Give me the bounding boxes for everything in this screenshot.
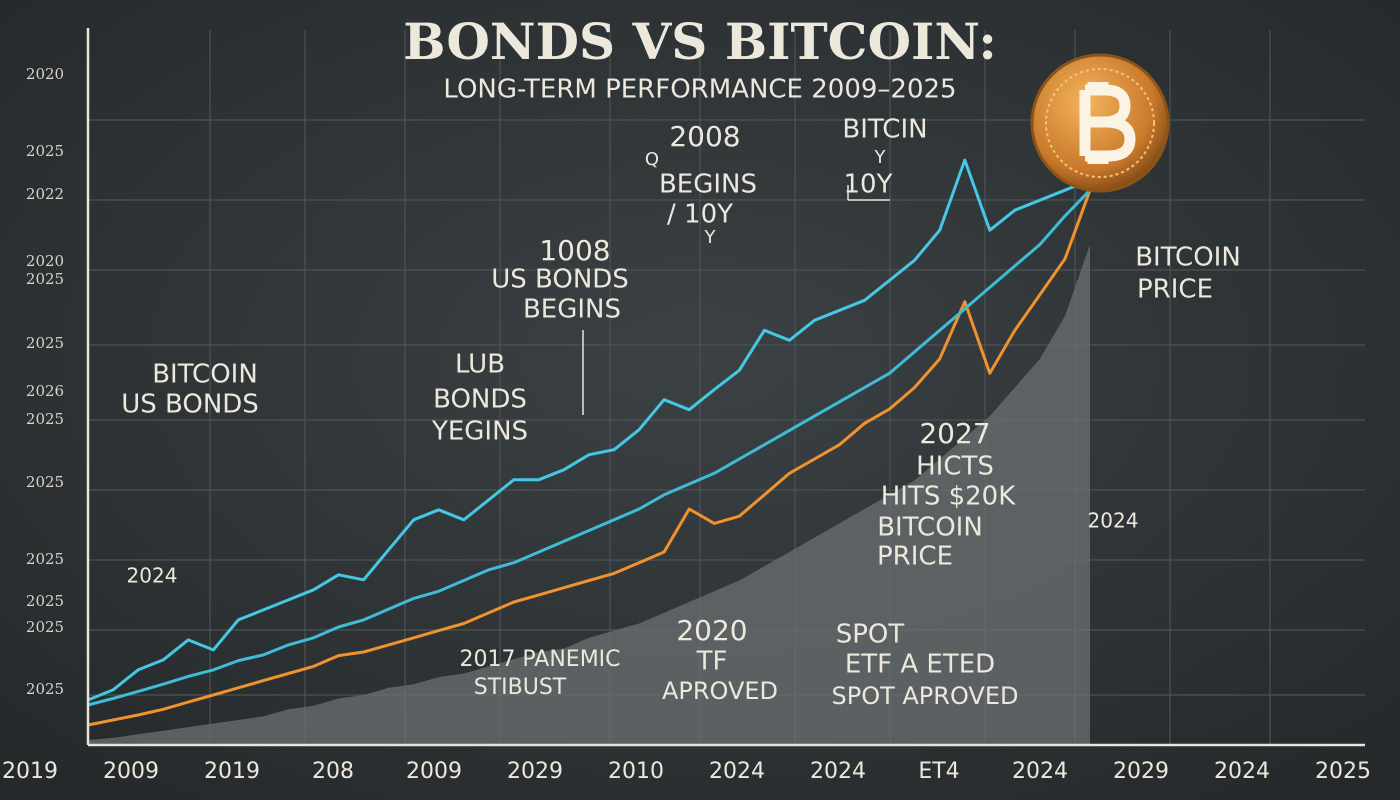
y-label: 2020 (26, 65, 64, 83)
annotation: 2027 (919, 417, 990, 450)
y-label: 2025 (26, 334, 64, 352)
x-tick-label: 2024 (709, 759, 765, 784)
annotation: 2024 (1088, 509, 1139, 533)
x-tick-label: 2009 (103, 759, 159, 784)
annotation: 2008 (669, 120, 740, 153)
annotation: YEGINS (431, 417, 528, 447)
annotation: 1008 (539, 234, 610, 267)
plot (87, 158, 1092, 745)
annotation: US BONDS (491, 265, 629, 295)
y-labels: 2020 2025 2022 2020 2025 2025 2026 2025 … (26, 65, 64, 698)
annotation: 10Y (844, 170, 893, 200)
annotation: SPOT APROVED (832, 682, 1019, 710)
x-tick-label: 2029 (507, 759, 563, 784)
x-tick-label: 2029 (1113, 759, 1169, 784)
x-tick-label: 2025 (1315, 759, 1371, 784)
x-tick-label: 2024 (810, 759, 866, 784)
annotation: BITCOIN (1135, 243, 1241, 273)
annotation: Y (704, 227, 717, 248)
line (87, 189, 1092, 707)
annotation: LUB (455, 350, 505, 380)
annotation: Y (874, 147, 887, 168)
annotation: 2024 (127, 564, 178, 588)
y-label: 2025 (26, 618, 64, 636)
x-tick-label: 2009 (406, 759, 462, 784)
annotation: HITS $20K (881, 482, 1016, 512)
line (87, 189, 1092, 727)
annotation: BEGINS (523, 295, 621, 325)
annotation: PRICE (877, 542, 953, 572)
y-label: 2020 (26, 252, 64, 270)
annotation: APROVED (662, 677, 778, 705)
axes (86, 28, 1365, 747)
annotation: 2017 PANEMIC (459, 647, 620, 672)
x-tick-label: 208 (312, 759, 354, 784)
y-label: 2025 (26, 680, 64, 698)
x-tick-label: 2019 (2, 759, 58, 784)
annotation: US BONDS (121, 390, 259, 420)
annotation: 2020 (676, 614, 747, 647)
x-tick-label: ET4 (918, 759, 959, 784)
annotation: BITCOIN (152, 360, 258, 390)
annotation: Q (645, 149, 659, 170)
annotation: BITCOIN (877, 513, 983, 543)
annotation: STIBUST (474, 675, 567, 700)
chart-subtitle: LONG-TERM PERFORMANCE 2009–2025 (443, 75, 956, 105)
annotation: ETF A ETED (845, 650, 995, 680)
area (88, 244, 1090, 745)
annotation: / 10Y (667, 200, 733, 230)
line (87, 158, 1091, 702)
x-tick-label: 2019 (204, 759, 260, 784)
y-label: 2025 (26, 550, 64, 568)
annotation: BEGINS (659, 170, 757, 200)
y-label: 2025 (26, 473, 64, 491)
chart-title: BONDS VS BITCOIN: (403, 12, 997, 71)
y-label: 2026 (26, 382, 64, 400)
y-label: 2025 (26, 270, 64, 288)
annotation: PRICE (1137, 275, 1213, 305)
x-tick-label: 2024 (1012, 759, 1068, 784)
annotation: BONDS (433, 385, 527, 415)
x-tick-label: 2024 (1214, 759, 1270, 784)
x-tick-label: 2010 (608, 759, 664, 784)
y-label: 2025 (26, 142, 64, 160)
y-label: 2022 (26, 185, 64, 203)
annotation: TF (696, 647, 728, 677)
annotation: BITCIN (842, 115, 927, 145)
annotations: BITCOIN US BONDS 1008 US BONDS BEGINS 20… (121, 115, 1241, 711)
annotation: SPOT (836, 620, 905, 650)
y-label: 2025 (26, 592, 64, 610)
y-label: 2025 (26, 410, 64, 428)
bitcoin-logo (1030, 53, 1170, 193)
annotation: HICTS (916, 452, 994, 482)
